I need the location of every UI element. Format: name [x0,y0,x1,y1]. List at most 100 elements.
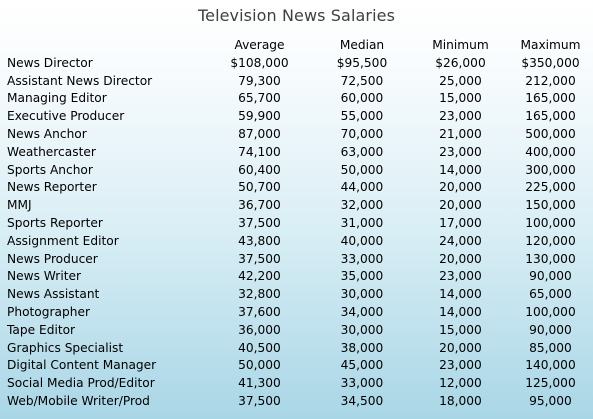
cell-average: 50,000 [238,358,281,373]
cell-average: 60,400 [238,162,281,177]
cell-position: MMJ [7,198,32,213]
cell-average: 36,700 [238,198,281,213]
cell-minimum: 14,000 [439,162,482,177]
cell-median: 31,000 [340,215,384,230]
cell-minimum: 12,000 [439,376,482,391]
cell-position: Weathercaster [7,144,96,159]
table-row: Tape Editor 36,000 30,000 15,000 90,000 [0,322,593,340]
cell-average: 40,500 [238,340,281,355]
cell-maximum: 165,000 [525,91,576,106]
cell-maximum: 140,000 [525,358,576,373]
cell-median: 35,000 [340,269,384,284]
cell-median: 50,000 [340,162,384,177]
cell-median: 32,000 [340,198,384,213]
cell-median: 30,000 [340,287,384,302]
cell-maximum: 150,000 [525,198,576,213]
cell-maximum: 500,000 [525,126,576,141]
cell-minimum: 14,000 [439,287,482,302]
table-row: News Director $108,000 $95,500 $26,000 $350,… [0,55,593,73]
salary-table: Average Median Minimum Maximum News Dire… [0,37,593,411]
cell-average: 41,300 [238,376,281,391]
cell-position: Social Media Prod/Editor [7,376,155,391]
cell-position: Digital Content Manager [7,358,157,373]
cell-maximum: 400,000 [525,144,576,159]
cell-median: 34,500 [340,393,384,408]
table-row: Weathercaster 74,100 63,000 23,000 400,000 [0,144,593,162]
cell-average: 87,000 [238,126,281,141]
cell-maximum: 225,000 [525,180,576,195]
table-row: Graphics Specialist 40,500 38,000 20,000 85,… [0,340,593,358]
cell-median: 30,000 [340,322,384,337]
cell-median: 40,000 [340,233,384,248]
cell-minimum: 20,000 [439,180,482,195]
cell-position: News Reporter [7,180,97,195]
cell-minimum: 23,000 [439,358,482,373]
cell-median: 44,000 [340,180,384,195]
cell-position: Executive Producer [7,109,125,124]
cell-position: Sports Reporter [7,215,103,230]
cell-minimum: 23,000 [439,109,482,124]
cell-maximum: 65,000 [529,287,572,302]
table-row: News Writer 42,200 35,000 23,000 90,000 [0,268,593,286]
cell-position: Web/Mobile Writer/Prod [7,393,150,408]
cell-minimum: 23,000 [439,269,482,284]
cell-average: 42,200 [238,269,281,284]
cell-average: 37,500 [238,251,281,266]
cell-median: 45,000 [340,358,384,373]
cell-maximum: $350,000 [521,55,580,70]
cell-position: Photographer [7,304,90,319]
cell-position: News Director [7,55,93,70]
table-row: Sports Anchor 60,400 50,000 14,000 300,000 [0,162,593,180]
table-row: Social Media Prod/Editor 41,300 33,000 12,0… [0,375,593,393]
cell-minimum: 15,000 [439,91,482,106]
cell-position: News Writer [7,269,81,284]
cell-position: News Producer [7,251,98,266]
cell-median: 60,000 [340,91,384,106]
cell-average: 37,600 [238,304,281,319]
cell-median: 55,000 [340,109,384,124]
table-row: Photographer 37,600 34,000 14,000 100,000 [0,304,593,322]
cell-median: 33,000 [340,376,384,391]
cell-minimum: 15,000 [439,322,482,337]
header-maximum: Maximum [520,38,581,52]
cell-minimum: 18,000 [439,393,482,408]
cell-average: 37,500 [238,215,281,230]
cell-average: 43,800 [238,233,281,248]
table-row: News Producer 37,500 33,000 20,000 130,000 [0,251,593,269]
cell-position: News Assistant [7,287,100,302]
cell-maximum: 212,000 [525,73,576,88]
cell-average: 50,700 [238,180,281,195]
cell-minimum: $26,000 [435,55,486,70]
cell-minimum: 14,000 [439,304,482,319]
cell-minimum: 24,000 [439,233,482,248]
cell-maximum: 90,000 [529,322,572,337]
cell-position: Managing Editor [7,91,107,106]
cell-average: $108,000 [230,55,289,70]
cell-average: 32,800 [238,287,281,302]
header-position [0,37,208,55]
cell-minimum: 25,000 [439,73,482,88]
table-row: News Assistant 32,800 30,000 14,000 65,000 [0,286,593,304]
cell-average: 65,700 [238,91,281,106]
header-row: Average Median Minimum Maximum [0,37,593,55]
cell-position: Assistant News Director [7,73,153,88]
cell-median: 33,000 [340,251,384,266]
cell-median: 63,000 [340,144,384,159]
table-row: Digital Content Manager 50,000 45,000 23,00… [0,357,593,375]
page-title: Television News Salaries [197,6,396,25]
cell-minimum: 21,000 [439,126,482,141]
cell-median: 34,000 [340,304,384,319]
cell-minimum: 23,000 [439,144,482,159]
cell-median: 38,000 [340,340,384,355]
table-row: News Anchor 87,000 70,000 21,000 500,000 [0,126,593,144]
cell-median: 70,000 [340,126,384,141]
cell-minimum: 20,000 [439,340,482,355]
cell-position: News Anchor [7,126,87,141]
cell-maximum: 100,000 [525,215,576,230]
table-row: Web/Mobile Writer/Prod 37,500 34,500 18,000… [0,393,593,411]
cell-position: Tape Editor [7,322,76,337]
table-row: Executive Producer 59,900 55,000 23,000 165,… [0,108,593,126]
cell-maximum: 130,000 [525,251,576,266]
cell-minimum: 20,000 [439,198,482,213]
cell-average: 79,300 [238,73,281,88]
